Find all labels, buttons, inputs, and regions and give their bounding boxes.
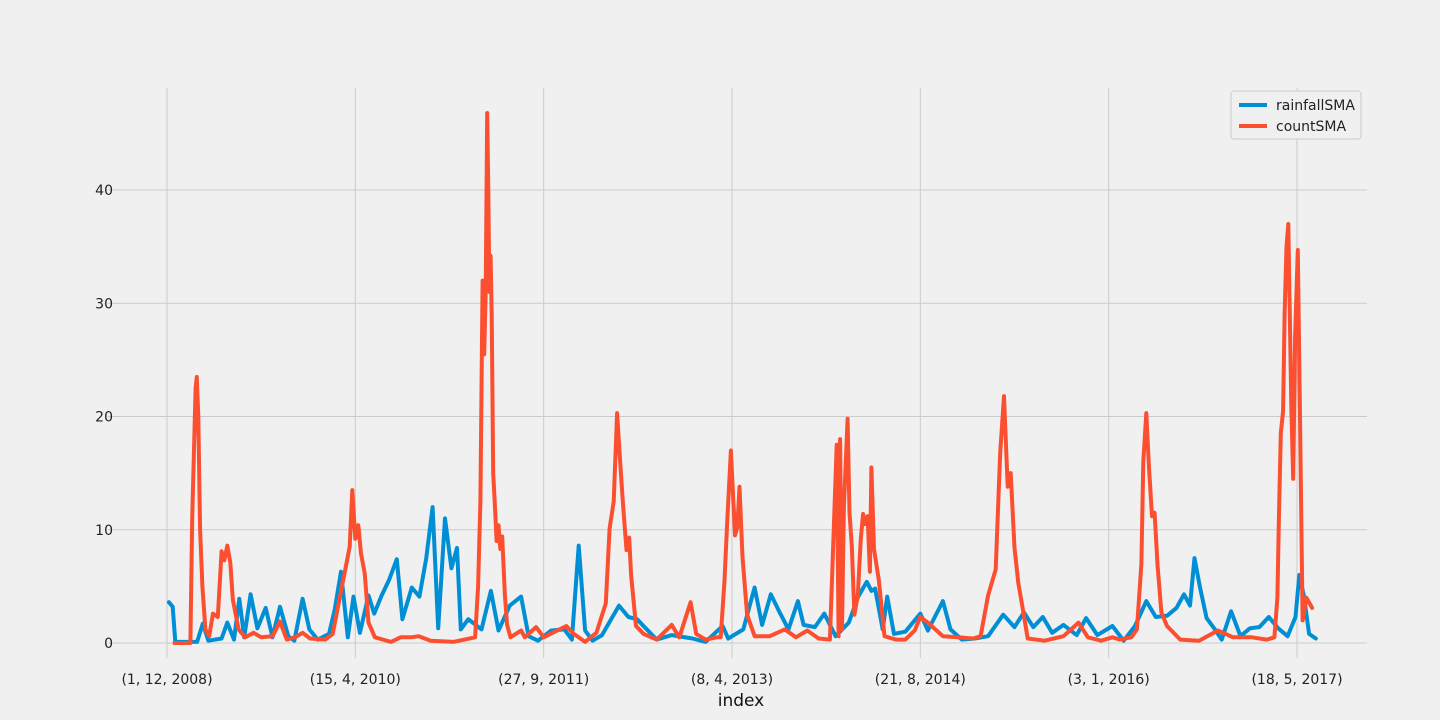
x-tick-label: (3, 1, 2016) xyxy=(1068,672,1150,688)
legend-label-rainfall: rainfallSMA xyxy=(1276,98,1355,114)
y-tick-label: 10 xyxy=(95,523,113,539)
x-tick-label: (8, 4, 2013) xyxy=(691,672,773,688)
x-tick-label: (15, 4, 2010) xyxy=(310,672,401,688)
series-layer xyxy=(166,111,1318,645)
series-line-rainfallSMA xyxy=(166,505,1318,644)
x-tick-label: (21, 8, 2014) xyxy=(875,672,966,688)
x-tick-label: (27, 9, 2011) xyxy=(498,672,589,688)
x-gridlines xyxy=(166,88,1298,658)
x-tick-labels: (1, 12, 2008) (15, 4, 2010) (27, 9, 2011) (… xyxy=(121,672,1342,688)
y-tick-labels: 0 10 20 30 40 xyxy=(95,183,113,652)
x-tick-label: (18, 5, 2017) xyxy=(1251,672,1342,688)
legend: rainfallSMA countSMA xyxy=(1230,90,1362,140)
x-axis-label: index xyxy=(718,691,765,711)
y-tick-label: 30 xyxy=(95,296,113,312)
y-tick-label: 40 xyxy=(95,183,113,199)
y-tick-label: 0 xyxy=(104,636,113,652)
plot-background xyxy=(108,88,1367,658)
x-tick-label: (1, 12, 2008) xyxy=(121,672,212,688)
legend-label-count: countSMA xyxy=(1276,119,1346,135)
y-tick-label: 20 xyxy=(95,410,113,426)
series-line-countSMA xyxy=(172,111,1315,645)
